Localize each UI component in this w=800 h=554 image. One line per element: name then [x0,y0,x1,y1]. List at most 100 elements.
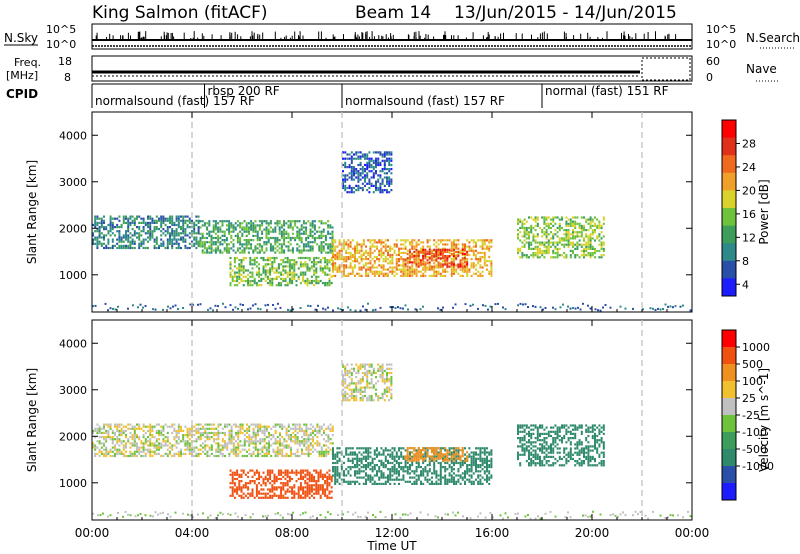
heatmap-cell [260,475,263,478]
heatmap-cell [483,256,486,259]
heatmap-cell [313,284,316,287]
heatmap-cell [244,494,247,497]
heatmap-cell [312,425,314,428]
heatmap-cell [233,484,236,487]
heatmap-cell [122,444,125,447]
heatmap-cell [320,245,323,248]
heatmap-cell [237,429,240,432]
heatmap-cell [92,242,94,245]
heatmap-cell [182,226,185,229]
heatmap-cell [254,226,257,229]
heatmap-cell [406,272,409,275]
heatmap-cell [380,476,383,479]
heatmap-cell [377,178,380,181]
heatmap-cell [231,488,234,491]
heatmap-cell [304,271,307,274]
heatmap-cell [287,436,290,439]
heatmap-cell [245,222,248,225]
heatmap-cell [214,247,217,250]
heatmap-cell [300,236,303,240]
heatmap-cell [291,277,294,280]
heatmap-cell [450,266,453,269]
heatmap-cell [318,230,321,233]
heatmap-cell [129,452,132,455]
heatmap-cell [345,249,348,252]
heatmap-cell [365,272,367,275]
heatmap-cell [238,263,241,266]
heatmap-cell [247,251,250,254]
heatmap-cell [327,434,330,437]
heatmap-cell [166,230,169,233]
heatmap-cell [383,163,386,167]
heatmap-cell [367,449,370,452]
heatmap-cell [305,446,308,449]
heatmap-cell [169,452,171,455]
heatmap-cell [585,247,588,250]
heatmap-cell [532,254,535,257]
heatmap-cell [236,488,239,491]
heatmap-cell [365,258,367,261]
heatmap-cell [415,474,418,477]
heatmap-cell [282,475,285,478]
heatmap-cell [328,475,331,478]
heatmap-cell [334,249,337,252]
heatmap-cell [379,170,382,173]
heatmap-cell [254,425,257,428]
heatmap-cell [268,431,270,435]
heatmap-cell [118,234,121,237]
heatmap-cell [336,447,339,450]
heatmap-cell [225,247,228,250]
heatmap-cell [387,262,389,265]
heatmap-cell [444,257,447,260]
heatmap-cell [567,222,570,225]
heatmap-cell [534,241,537,244]
heatmap-cell [332,268,334,271]
heatmap-cell [602,235,605,238]
heatmap-cell [565,256,568,259]
heatmap-cell [395,245,398,248]
heatmap-cell [365,262,367,265]
heatmap-cell [454,303,457,306]
heatmap-cell [528,245,530,248]
heatmap-cell [288,277,291,280]
heatmap-cell [327,230,330,233]
heatmap-cell [96,246,99,250]
heatmap-cell [572,222,574,225]
heatmap-cell [585,218,588,221]
heatmap-cell [264,271,267,274]
heatmap-cell [210,427,213,430]
heatmap-cell [552,243,555,246]
heatmap-cell [105,454,108,458]
heatmap-cell [230,434,233,437]
heatmap-cell [320,220,323,223]
heatmap-cell [437,307,439,310]
heatmap-cell [395,264,398,267]
heatmap-cell [98,226,101,229]
heatmap-cell [567,239,570,242]
heatmap-cell [313,228,316,231]
heatmap-cell [107,431,110,435]
heatmap-cell [336,461,339,465]
heatmap-cell [439,265,442,268]
heatmap-cell [247,482,250,485]
heatmap-cell [334,472,337,475]
heatmap-cell [343,266,345,269]
heatmap-cell [372,191,375,194]
heatmap-cell [541,243,544,246]
heatmap-cell [400,247,403,250]
heatmap-cell [382,264,385,267]
heatmap-cell [356,461,359,465]
heatmap-cell [248,444,251,447]
heatmap-cell [390,151,393,154]
heatmap-cell [241,249,244,252]
heatmap-cell [160,442,163,445]
heatmap-cell [455,243,458,246]
heatmap-cell [452,248,455,251]
heatmap-cell [262,256,265,260]
heatmap-cell [140,450,143,453]
heatmap-cell [240,277,243,280]
heatmap-cell [191,230,193,233]
heatmap-cell [428,268,431,271]
heatmap-cell [261,230,264,233]
